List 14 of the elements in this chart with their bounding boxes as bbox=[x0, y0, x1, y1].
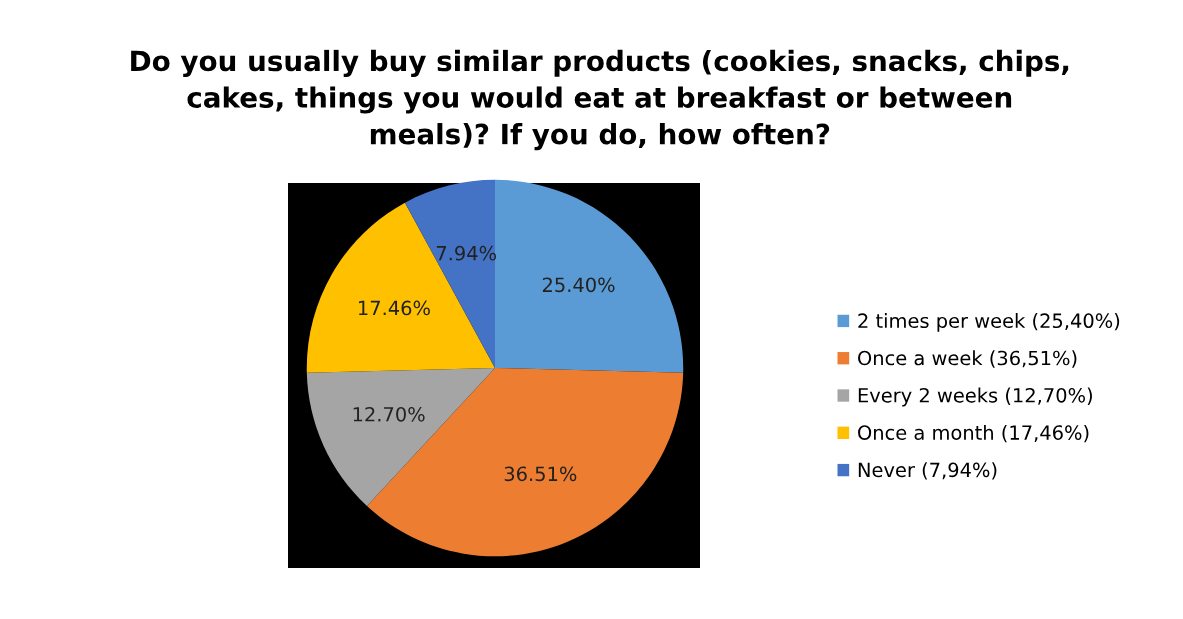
chart-title: Do you usually buy similar products (cookies, snacks, chips, cakes, things you would eat at breakfast or between meals)? If you do, how often? bbox=[131, 49, 1069, 151]
legend-label: Never (7,94%) bbox=[858, 462, 997, 480]
legend-label: 2 times per week (25,40%) bbox=[858, 313, 1120, 332]
legend-label: Every 2 weeks (12,70%) bbox=[858, 387, 1092, 407]
pie-slice bbox=[306, 202, 495, 373]
pie-slice bbox=[306, 368, 495, 506]
data-label: 12.70% bbox=[353, 406, 425, 422]
legend-label: Once a month (17,46%) bbox=[858, 424, 1089, 443]
pie-slice bbox=[495, 179, 684, 373]
data-label: 7.94% bbox=[436, 245, 496, 261]
legend-label: Once a week (36,51%) bbox=[858, 350, 1077, 368]
data-label: 25.40% bbox=[542, 277, 615, 293]
data-label: 36.51% bbox=[504, 466, 577, 482]
data-label: 17.46% bbox=[358, 300, 430, 316]
